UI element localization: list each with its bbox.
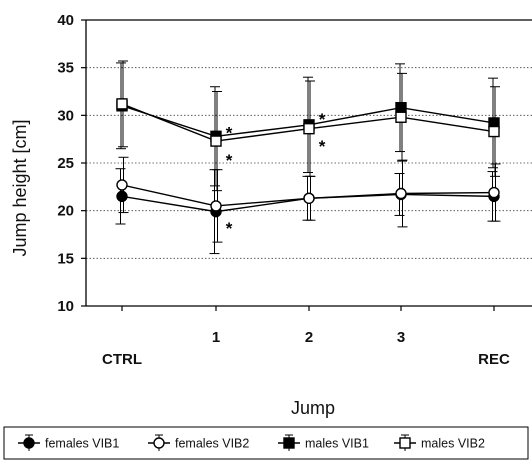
y-tick-label: 10 — [57, 298, 74, 315]
y-tick-label: 35 — [57, 60, 74, 77]
significance-star: * — [226, 123, 233, 142]
data-point — [116, 179, 128, 191]
significance-star: * — [319, 110, 326, 129]
significance-star: * — [319, 137, 326, 156]
data-point — [488, 186, 500, 199]
data-point — [395, 187, 407, 200]
legend-label: males VIB1 — [305, 437, 369, 451]
y-tick-label: 30 — [57, 107, 74, 124]
data-point — [116, 190, 128, 203]
y-axis-title: Jump height [cm] — [10, 119, 30, 256]
legend-item: females VIB1 — [18, 434, 119, 451]
legend-item: males VIB2 — [394, 434, 485, 451]
x-tick-label: 1 — [212, 329, 220, 346]
data-point — [210, 200, 222, 212]
x-tick-label: REC — [478, 351, 510, 368]
gridlines — [86, 19, 532, 259]
legend-marker — [283, 437, 295, 449]
legend-item: females VIB2 — [148, 434, 249, 451]
y-tick-label: 20 — [57, 203, 74, 220]
legend-label: males VIB2 — [421, 437, 485, 451]
y-tick-label: 40 — [57, 12, 74, 29]
data-point — [303, 122, 315, 135]
legend-marker — [23, 437, 35, 449]
tick-labels: 10 15 20 25 30 35 40 CTRL 1 2 3 REC — [57, 12, 510, 368]
x-tick-label: 2 — [305, 329, 313, 346]
significance-annotations: * * * * * — [226, 110, 326, 238]
data-point — [303, 192, 315, 204]
y-tick-label: 15 — [57, 250, 74, 267]
error-bars — [115, 60, 501, 255]
legend-item: males VIB1 — [278, 434, 369, 451]
x-tick-label: CTRL — [102, 351, 142, 368]
data-point — [395, 111, 407, 123]
legend-marker — [399, 437, 411, 449]
data-points — [116, 98, 500, 218]
data-point — [116, 98, 128, 110]
significance-star: * — [226, 151, 233, 170]
significance-star: * — [226, 219, 233, 238]
x-axis-title: Jump — [291, 398, 335, 418]
y-tick-label: 25 — [57, 155, 74, 172]
axes — [81, 19, 532, 311]
legend: females VIB1 females VIB2 males VIB1 males … — [3, 426, 529, 460]
legend-label: females VIB1 — [45, 437, 119, 451]
legend-marker — [153, 437, 165, 449]
data-point — [210, 135, 222, 147]
data-point — [395, 102, 407, 114]
x-tick-label: 3 — [397, 329, 405, 346]
data-point — [488, 125, 500, 138]
legend-label: females VIB2 — [175, 437, 249, 451]
legend-box — [3, 426, 529, 460]
